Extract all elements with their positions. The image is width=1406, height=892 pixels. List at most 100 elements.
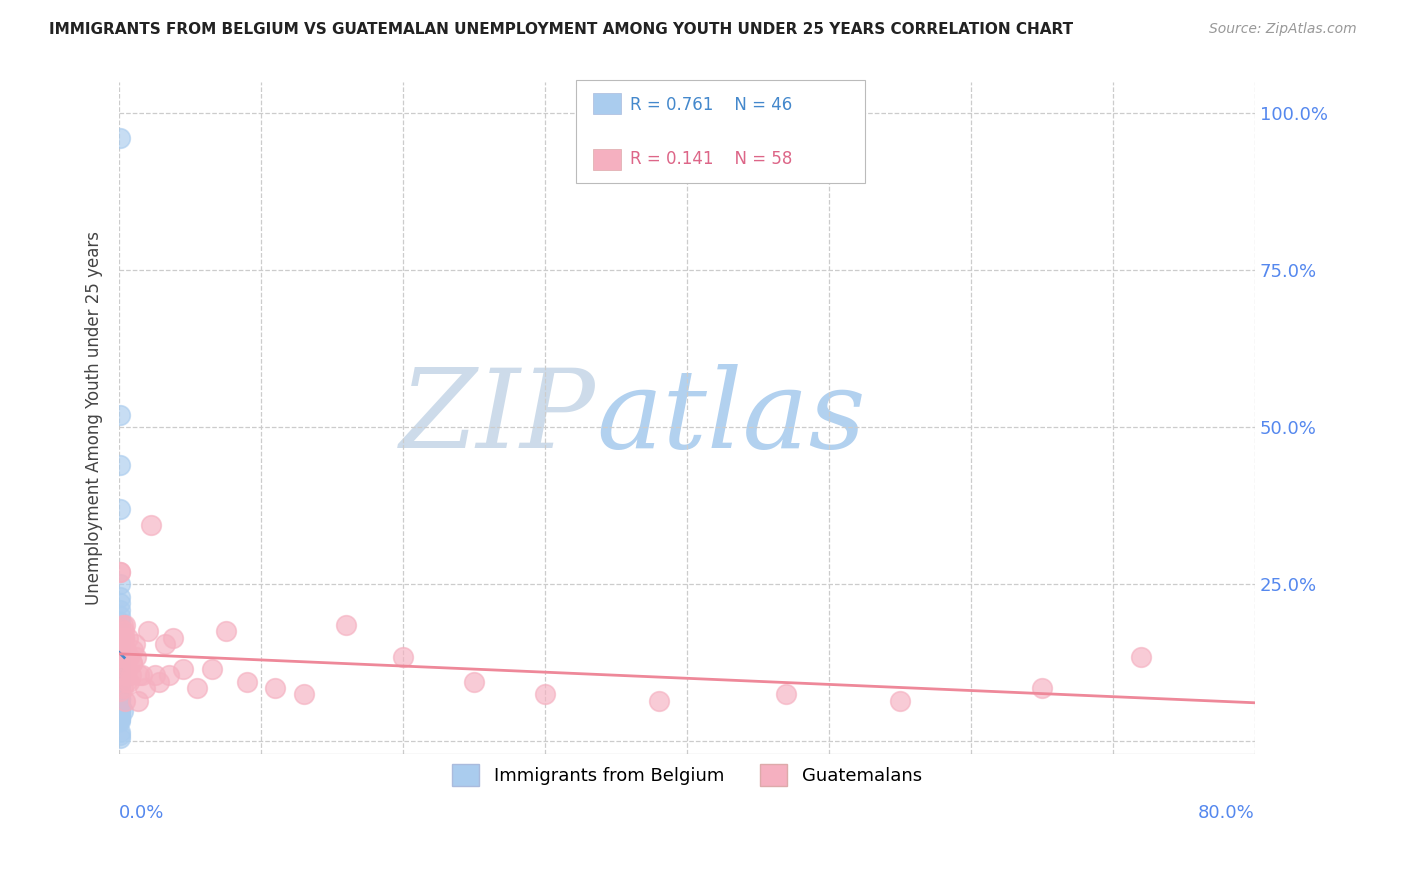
Point	[143, 668, 166, 682]
Point	[111, 649, 134, 664]
Point	[200, 662, 222, 676]
Point	[108, 701, 131, 715]
Point	[108, 682, 131, 697]
Point	[108, 621, 131, 635]
Point	[153, 637, 176, 651]
Point	[335, 618, 357, 632]
Point	[114, 618, 136, 632]
Point	[148, 674, 170, 689]
Point	[108, 685, 131, 699]
Point	[108, 691, 131, 706]
Point	[117, 631, 139, 645]
Point	[108, 731, 131, 746]
Point	[1130, 649, 1153, 664]
Point	[108, 698, 131, 712]
Text: Source: ZipAtlas.com: Source: ZipAtlas.com	[1209, 22, 1357, 37]
Point	[108, 704, 131, 718]
Point	[108, 707, 131, 722]
Point	[112, 631, 135, 645]
Point	[108, 704, 131, 718]
Point	[108, 608, 131, 623]
Point	[118, 674, 141, 689]
Point	[112, 704, 135, 718]
Point	[108, 602, 131, 616]
Text: 80.0%: 80.0%	[1198, 805, 1256, 822]
Point	[121, 656, 143, 670]
Point	[108, 676, 131, 690]
Point	[108, 685, 131, 699]
Point	[108, 577, 131, 591]
Point	[108, 637, 131, 651]
Point	[108, 565, 131, 579]
Point	[108, 691, 131, 706]
Point	[108, 502, 131, 516]
Point	[264, 681, 287, 695]
Point	[108, 649, 131, 664]
Legend: Immigrants from Belgium, Guatemalans: Immigrants from Belgium, Guatemalans	[443, 756, 931, 796]
Point	[108, 634, 131, 648]
Point	[186, 681, 208, 695]
Point	[108, 673, 131, 687]
Point	[115, 643, 138, 657]
Point	[110, 631, 132, 645]
Point	[157, 668, 180, 682]
Point	[108, 698, 131, 712]
Text: R = 0.141    N = 58: R = 0.141 N = 58	[630, 150, 792, 168]
Point	[108, 131, 131, 145]
Point	[108, 710, 131, 724]
Point	[139, 517, 162, 532]
Point	[112, 624, 135, 639]
Point	[108, 627, 131, 641]
Point	[775, 687, 797, 701]
Point	[136, 624, 159, 639]
Point	[131, 668, 153, 682]
Y-axis label: Unemployment Among Youth under 25 years: Unemployment Among Youth under 25 years	[86, 231, 103, 605]
Point	[1031, 681, 1053, 695]
Point	[108, 691, 131, 706]
Point	[111, 656, 134, 670]
Point	[108, 458, 131, 472]
Point	[108, 615, 131, 629]
Point	[392, 649, 415, 664]
Point	[108, 660, 131, 674]
Point	[122, 643, 145, 657]
Point	[111, 618, 134, 632]
Point	[128, 668, 150, 682]
Point	[108, 728, 131, 742]
Point	[114, 668, 136, 682]
Point	[110, 649, 132, 664]
Point	[108, 408, 131, 422]
Point	[108, 679, 131, 693]
Point	[108, 641, 131, 656]
Point	[121, 656, 143, 670]
Point	[114, 693, 136, 707]
Point	[162, 631, 184, 645]
Point	[108, 596, 131, 610]
Point	[215, 624, 238, 639]
Point	[110, 647, 132, 661]
Text: atlas: atlas	[596, 364, 866, 472]
Point	[108, 710, 131, 724]
Point	[108, 698, 131, 712]
Text: ZIP: ZIP	[401, 364, 596, 472]
Point	[110, 621, 132, 635]
Point	[889, 693, 911, 707]
Point	[127, 693, 149, 707]
Point	[172, 662, 194, 676]
Point	[134, 681, 156, 695]
Point	[114, 649, 136, 664]
Point	[108, 689, 131, 703]
Point	[125, 649, 148, 664]
Point	[108, 647, 131, 661]
Point	[108, 725, 131, 739]
Point	[120, 668, 142, 682]
Point	[124, 637, 146, 651]
Point	[115, 662, 138, 676]
Text: IMMIGRANTS FROM BELGIUM VS GUATEMALAN UNEMPLOYMENT AMONG YOUTH UNDER 25 YEARS CO: IMMIGRANTS FROM BELGIUM VS GUATEMALAN UN…	[49, 22, 1073, 37]
Point	[236, 674, 259, 689]
Point	[115, 674, 138, 689]
Point	[647, 693, 669, 707]
Point	[111, 681, 134, 695]
Point	[118, 649, 141, 664]
Text: 0.0%: 0.0%	[120, 805, 165, 822]
